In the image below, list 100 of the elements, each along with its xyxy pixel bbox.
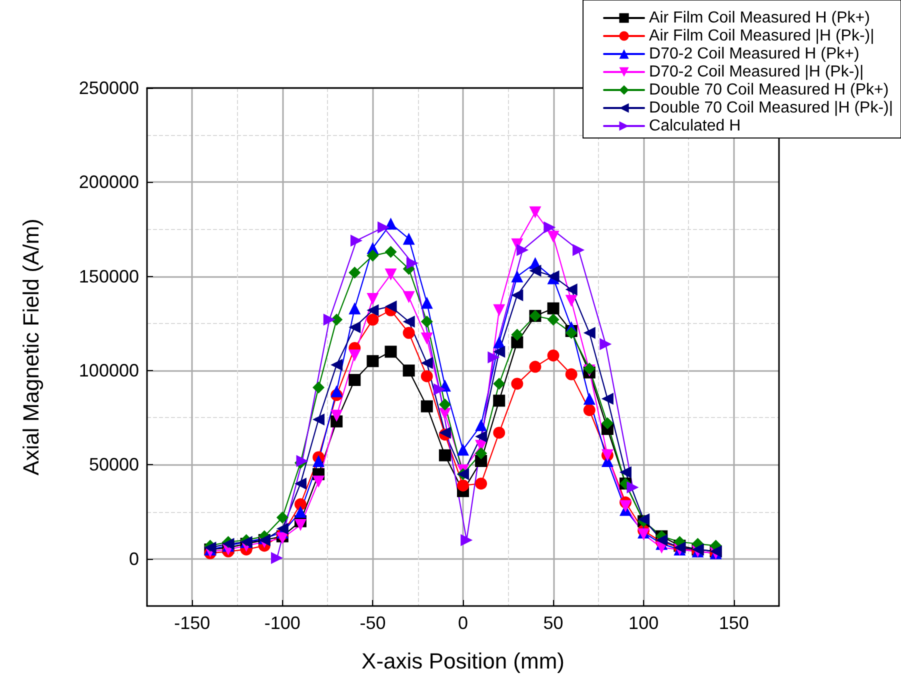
point [294,498,306,510]
point [544,221,556,234]
point [511,378,524,390]
point [420,357,433,370]
point [547,230,560,243]
point [547,314,560,326]
point [378,221,390,234]
point [475,447,488,460]
point [366,314,379,326]
legend-label: Air Film Coil Measured |H (Pk-)| [649,28,874,44]
point [475,478,488,490]
point [493,378,506,390]
point [420,316,433,328]
point [366,292,379,305]
point [583,404,596,416]
point [565,284,578,296]
point [601,392,614,405]
point [511,270,524,282]
legend-label: D70-2 Coil Measured |H (Pk-)| [649,64,864,80]
point [572,244,585,256]
point [493,394,506,407]
point [475,419,488,432]
point [488,351,500,364]
y-tick-label: 150000 [78,266,139,286]
y-tick-label: 0 [128,548,139,569]
point [516,244,529,256]
y-tick-label: 200000 [78,172,139,192]
point [330,385,343,398]
point [529,360,542,373]
x-axis-title: X-axis Position (mm) [362,648,564,674]
point [294,478,306,490]
point [626,481,639,494]
point [475,430,488,442]
point [565,294,578,307]
y-axis-title: Axial Magnetic Field (A/m) [18,218,44,476]
point [547,302,560,314]
point [493,304,506,316]
point [312,476,325,488]
point [565,368,578,380]
point [511,328,524,341]
point [350,234,362,247]
point [366,355,379,368]
point [312,382,325,394]
point [348,349,361,362]
point [434,383,446,396]
x-tick-label: 0 [458,613,468,633]
point [384,268,397,280]
point [420,332,433,345]
point [348,302,361,314]
point [348,321,361,334]
point [330,358,343,371]
point [583,392,596,405]
point [312,414,325,426]
point [601,417,614,430]
point [457,444,469,456]
point [402,364,415,377]
legend-label: Double 70 Coil Measured |H (Pk-)| [649,100,894,116]
point [276,511,288,524]
legend-label: D70-2 Coil Measured H (Pk+) [649,46,860,62]
point [493,336,506,348]
point [402,232,415,245]
point [620,466,632,478]
point [460,534,473,546]
legend-label: Calculated H [649,118,741,134]
point [420,370,433,382]
point [312,454,325,467]
point [330,410,343,422]
point [402,316,415,328]
point [493,426,506,439]
point [323,314,336,326]
point [384,246,397,258]
x-tick-label: 100 [628,613,659,633]
point [406,257,418,270]
y-tick-label: 100000 [78,360,139,381]
y-tick-label: 250000 [78,78,139,98]
point [366,250,379,262]
point [547,349,560,362]
legend-label: Air Film Coil Measured H (Pk+) [649,10,870,26]
point [402,291,415,304]
point [583,326,596,339]
point [402,326,415,339]
point [529,264,542,277]
point [366,304,379,316]
point [420,400,433,412]
x-tick-label: -100 [264,613,300,633]
x-tick-label: 50 [543,613,564,633]
x-tick-label: -150 [174,613,210,633]
point [529,206,542,218]
point [620,500,632,512]
point [294,506,306,518]
point [384,346,397,358]
legend-label: Double 70 Coil Measured H (Pk+) [649,82,889,98]
point [438,398,451,410]
point [384,300,397,312]
point [271,552,284,564]
point [600,338,612,350]
point [457,479,469,492]
point [438,449,451,462]
y-tick-label: 50000 [88,454,139,475]
point [348,266,361,279]
